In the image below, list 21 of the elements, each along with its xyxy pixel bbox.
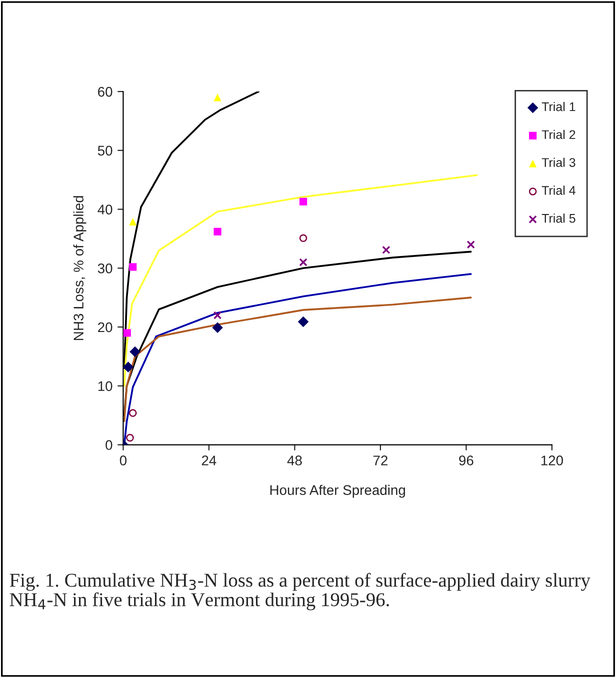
y-tick-label: 60 xyxy=(98,86,112,97)
legend-label: Trial 3 xyxy=(542,158,576,167)
text: Fig. 1. Cumulative NH$_{3}$-N loss as a percent of surface-applied dairy slurry NH$_{4}$-N in five trials in Vermont during 1995-96. xyxy=(10,572,590,610)
legend-label: Trial 5 xyxy=(542,214,576,223)
x-tick-label: 0 xyxy=(120,456,127,466)
y-tick-label: 20 xyxy=(98,322,112,332)
legend-label: Trial 2 xyxy=(542,130,576,140)
x-tick-label: 72 xyxy=(373,456,388,466)
x-tick-label: 96 xyxy=(459,456,474,466)
y-tick-label: 50 xyxy=(98,146,112,156)
y-tick-label: 30 xyxy=(98,263,112,274)
y-tick-label: 10 xyxy=(98,381,112,392)
x-axis-title: Hours After Spreading xyxy=(270,484,406,498)
y-tick-label: 0 xyxy=(106,440,112,450)
x-tick-label: 120 xyxy=(541,456,563,466)
y-axis-title: NH3 Loss, % of Applied xyxy=(73,196,86,340)
legend-label: Trial 1 xyxy=(542,102,576,112)
y-tick-label: 40 xyxy=(98,204,112,214)
x-tick-label: 24 xyxy=(202,456,216,466)
x-tick-label: 48 xyxy=(287,456,302,466)
legend-label: Trial 4 xyxy=(542,186,576,195)
